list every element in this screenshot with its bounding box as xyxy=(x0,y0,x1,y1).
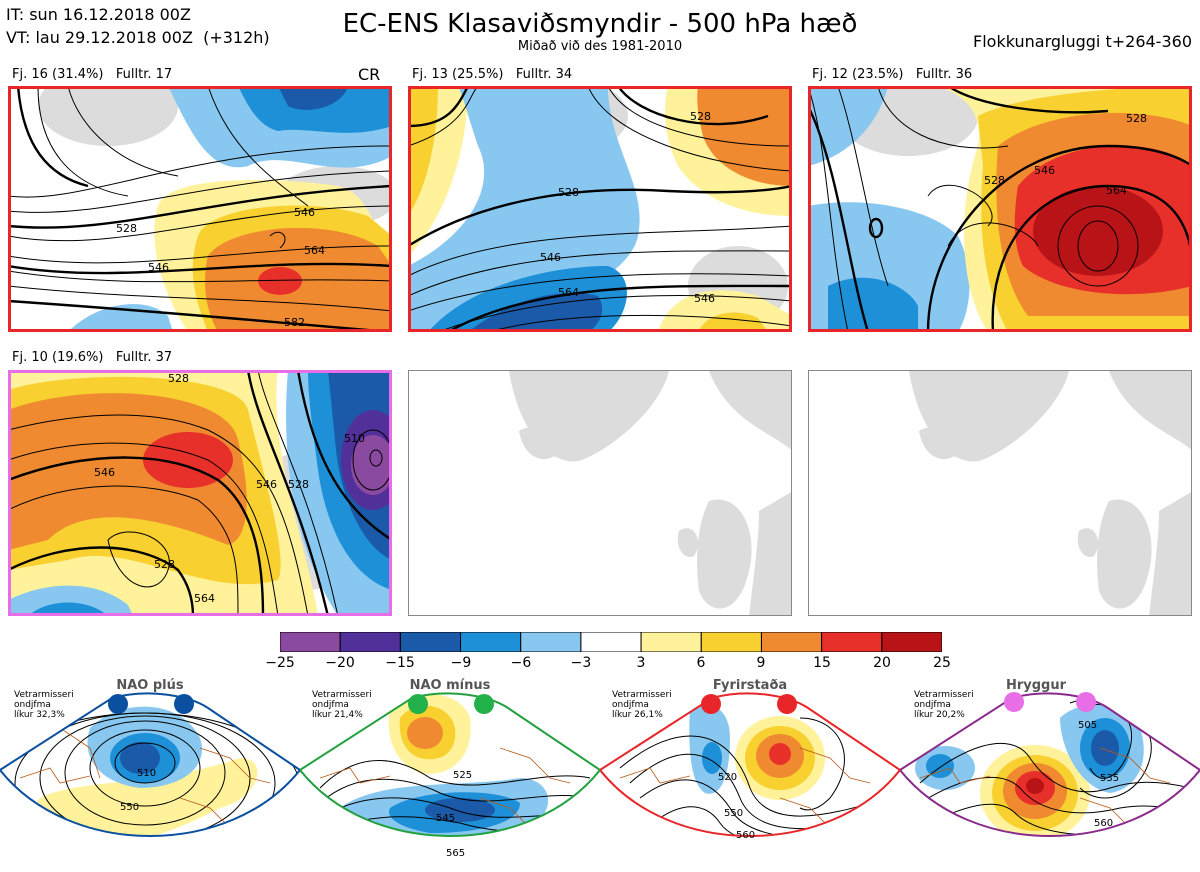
regime-2-marker xyxy=(474,694,494,714)
regime-map-3 xyxy=(598,688,902,868)
regime-3-marker xyxy=(701,694,721,714)
regime-3-contour-label: 560 xyxy=(736,830,756,841)
regime-3-marker xyxy=(777,694,797,714)
cluster-3-contour-label: 546 xyxy=(1034,164,1055,177)
colorbar-tick-label: 9 xyxy=(756,655,766,671)
regime-2-contour-label: 545 xyxy=(436,813,456,824)
colorbar-segment xyxy=(881,631,943,653)
regime-1-contour-label: 510 xyxy=(137,768,157,779)
valid-time: VT: lau 29.12.2018 00Z (+312h) xyxy=(6,28,270,47)
cluster-2-contour-label: 564 xyxy=(558,286,579,299)
colorbar-segment xyxy=(580,631,642,653)
page-subtitle: Miðað við des 1981-2010 xyxy=(517,39,683,54)
regime-4-marker xyxy=(1004,692,1024,712)
cluster-1-contour-label: 564 xyxy=(304,244,325,257)
initial-time: IT: sun 16.12.2018 00Z xyxy=(6,5,191,24)
regime-1-name: NAO plús xyxy=(116,678,184,693)
cluster-4-contour-label: 564 xyxy=(194,592,215,605)
cluster-1-label: Fj. 16 (31.4%) Fulltr. 17 xyxy=(12,67,173,82)
colorbar-tick-label: 20 xyxy=(873,655,891,671)
regime-4-contour-label: 535 xyxy=(1100,773,1120,784)
cluster-2-contour-label: 546 xyxy=(694,292,715,305)
regime-1-contour-label: 550 xyxy=(120,802,140,813)
colorbar-tick-label: −9 xyxy=(450,655,472,671)
cluster-1-tag: CR xyxy=(358,65,381,84)
cluster-2-contour-label: 528 xyxy=(558,186,579,199)
cluster-1-contour-label: 546 xyxy=(294,206,315,219)
cluster-map-1: 528 546 564 582 546 xyxy=(8,86,392,332)
cluster-4-contour-label: 528 xyxy=(168,372,189,385)
regime-3-name: Fyrirstaða xyxy=(712,678,788,693)
colorbar-segment xyxy=(339,631,401,653)
regime-3-text: Vetrarmisseri ondjfma líkur 26,1% xyxy=(612,690,672,720)
colorbar-tick-label: −20 xyxy=(325,655,355,671)
colorbar-tick-label: −15 xyxy=(385,655,415,671)
regime-map-4 xyxy=(898,688,1200,868)
cluster-4-contour-label: 528 xyxy=(154,558,175,571)
colorbar-segment xyxy=(520,631,582,653)
colorbar-segment xyxy=(700,631,762,653)
cluster-3-contour-label: 528 xyxy=(984,174,1005,187)
regime-4-marker xyxy=(1076,692,1096,712)
regime-3-contour-label: 550 xyxy=(724,808,744,819)
cluster-4-contour-label: 546 xyxy=(256,478,277,491)
cluster-map-4: 528 546 546 528 564 528 510 xyxy=(8,370,392,616)
colorbar-segment xyxy=(760,631,823,653)
regime-2-contour-label: 565 xyxy=(446,848,466,859)
regime-2-contour-label: 525 xyxy=(453,770,473,781)
colorbar xyxy=(279,631,943,653)
cluster-3-contour-label: 564 xyxy=(1106,184,1127,197)
regime-4-contour-label: 560 xyxy=(1094,818,1114,829)
cluster-4-label: Fj. 10 (19.6%) Fulltr. 37 xyxy=(12,350,173,365)
colorbar-segment xyxy=(460,631,522,653)
cluster-1-contour-label: 546 xyxy=(148,261,169,274)
colorbar-tick-label: 3 xyxy=(636,655,646,671)
colorbar-segment xyxy=(399,631,462,653)
cluster-4-contour-label: 546 xyxy=(94,466,115,479)
regime-1-marker xyxy=(108,694,128,714)
colorbar-tick-label: 25 xyxy=(933,655,951,671)
page-title: EC-ENS Klasaviðsmyndir - 500 hPa hæð xyxy=(342,9,858,39)
colorbar-ticks: −25 −20 −15 −9 −6 −3 3 6 9 15 20 25 xyxy=(265,655,951,673)
cluster-1-contour-label: 582 xyxy=(284,316,305,329)
empty-map-5 xyxy=(408,370,792,616)
regime-4-name: Hryggur xyxy=(1005,678,1067,693)
empty-map-6 xyxy=(808,370,1192,616)
regime-4-contour-label: 505 xyxy=(1078,720,1098,731)
cluster-1-contour-label: 528 xyxy=(116,222,137,235)
cluster-2-contour-label: 546 xyxy=(540,251,561,264)
cluster-4-contour-label: 510 xyxy=(344,432,365,445)
cluster-4-contour-label: 528 xyxy=(288,478,309,491)
regime-2-marker xyxy=(408,694,428,714)
regime-3-contour-label: 520 xyxy=(718,772,738,783)
colorbar-segment xyxy=(640,631,702,653)
colorbar-tick-label: 15 xyxy=(813,655,831,671)
cluster-2-contour-label: 528 xyxy=(690,110,711,123)
regime-1-marker xyxy=(174,694,194,714)
colorbar-tick-label: 6 xyxy=(696,655,706,671)
regime-2-text: Vetrarmisseri ondjfma líkur 21,4% xyxy=(312,690,372,720)
colorbar-segment xyxy=(821,631,883,653)
cluster-3-label: Fj. 12 (23.5%) Fulltr. 36 xyxy=(812,67,973,82)
cluster-3-contour-label: 528 xyxy=(1126,112,1147,125)
cluster-map-3: 528 546 564 528 xyxy=(808,86,1192,332)
colorbar-segment xyxy=(279,631,341,653)
colorbar-tick-label: −3 xyxy=(570,655,592,671)
cluster-map-2: 528 528 546 564 546 xyxy=(408,86,792,332)
colorbar-tick-label: −6 xyxy=(510,655,532,671)
regime-map-2 xyxy=(298,688,602,868)
regime-4-text: Vetrarmisseri ondjfma líkur 20,2% xyxy=(914,690,974,720)
colorbar-tick-label: −25 xyxy=(265,655,295,671)
regime-map-1 xyxy=(0,688,302,868)
classification-window: Flokkunargluggi t+264-360 xyxy=(973,32,1192,51)
cluster-2-label: Fj. 13 (25.5%) Fulltr. 34 xyxy=(412,67,573,82)
regime-2-name: NAO mínus xyxy=(409,678,491,693)
regime-1-text: Vetrarmisseri ondjfma líkur 32,3% xyxy=(14,690,74,720)
